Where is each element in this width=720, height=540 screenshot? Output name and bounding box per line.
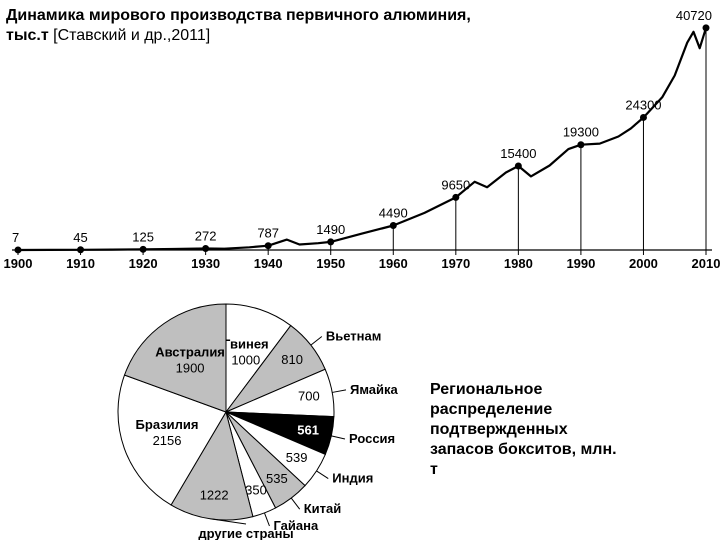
- slice-value: 2156: [153, 433, 182, 448]
- slice-name: Бразилия: [136, 417, 199, 432]
- leader-line: [331, 436, 345, 439]
- slice-value: 1900: [176, 361, 205, 376]
- leader-line: [264, 513, 269, 526]
- leader-line: [332, 390, 346, 393]
- leader-line: [311, 336, 322, 345]
- slice-value: 700: [298, 389, 320, 404]
- slice-name: Россия: [349, 431, 395, 446]
- slice-name: Китай: [304, 501, 342, 516]
- slice-name: Австралия: [155, 345, 225, 360]
- pie-title-line: т: [430, 460, 617, 480]
- slice-value: 561: [297, 423, 319, 438]
- pie-title-line: запасов бокситов, млн.: [430, 440, 617, 460]
- slice-name: Гвинея: [223, 337, 269, 352]
- slice-value: 535: [266, 471, 288, 486]
- slice-value: 1000: [231, 353, 260, 368]
- pie-title-line: Региональное: [430, 380, 617, 400]
- leader-line: [291, 498, 299, 509]
- slice-value: 810: [281, 352, 303, 367]
- pie-title: Региональноераспределениеподтвержденныхз…: [430, 380, 617, 480]
- slice-value: 539: [286, 450, 308, 465]
- slice-name: Вьетнам: [326, 328, 382, 343]
- slice-value: 1222: [200, 487, 229, 502]
- slice-name: Индия: [332, 471, 373, 486]
- pie-title-line: подтвержденных: [430, 420, 617, 440]
- slice-name: другие страны: [198, 526, 293, 540]
- leader-line: [317, 471, 329, 479]
- slice-value: 350: [245, 483, 267, 498]
- slice-name: Ямайка: [350, 382, 399, 397]
- pie-title-line: распределение: [430, 400, 617, 420]
